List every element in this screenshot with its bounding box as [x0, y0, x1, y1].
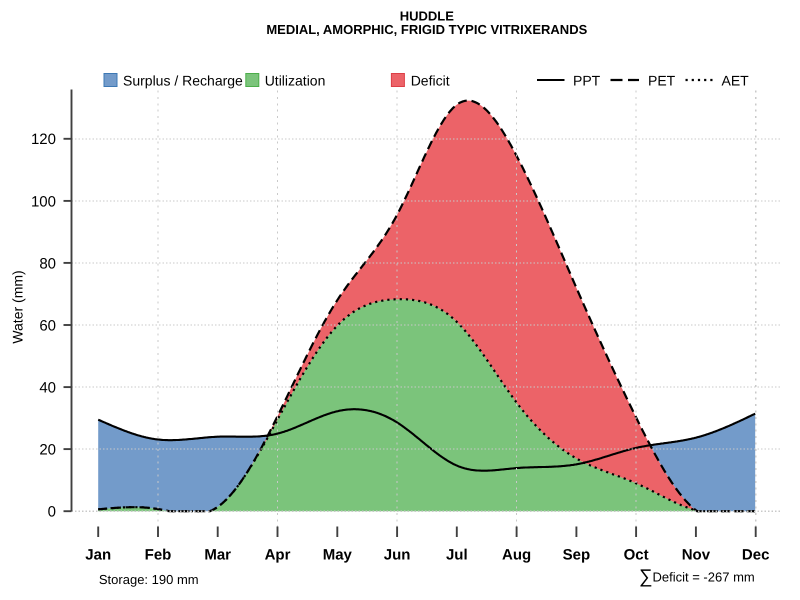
svg-text:Aug: Aug: [502, 547, 531, 564]
svg-text:MEDIAL, AMORPHIC, FRIGID TYPIC: MEDIAL, AMORPHIC, FRIGID TYPIC VITRIXERA…: [266, 22, 587, 37]
svg-text:Nov: Nov: [682, 547, 711, 564]
svg-text:120: 120: [31, 131, 56, 148]
svg-text:Sep: Sep: [563, 547, 591, 564]
svg-text:20: 20: [39, 442, 56, 459]
svg-text:Jun: Jun: [384, 547, 411, 564]
svg-text:Water (mm): Water (mm): [10, 270, 26, 343]
svg-text:PPT: PPT: [573, 72, 601, 88]
svg-text:60: 60: [39, 317, 56, 334]
svg-text:∑: ∑: [639, 567, 653, 588]
svg-text:Utilization: Utilization: [265, 72, 326, 88]
svg-text:Jul: Jul: [446, 547, 468, 564]
svg-text:Deficit: Deficit: [411, 72, 450, 88]
svg-text:May: May: [323, 547, 353, 564]
svg-text:0: 0: [48, 504, 56, 521]
svg-text:Surplus / Recharge: Surplus / Recharge: [123, 72, 243, 88]
svg-text:Feb: Feb: [145, 547, 172, 564]
svg-text:Jan: Jan: [85, 547, 111, 564]
svg-text:40: 40: [39, 380, 56, 397]
svg-text:100: 100: [31, 193, 56, 210]
svg-text:Deficit = -267 mm: Deficit = -267 mm: [653, 570, 755, 585]
svg-text:Storage: 190 mm: Storage: 190 mm: [99, 572, 199, 587]
svg-text:HUDDLE: HUDDLE: [400, 8, 454, 23]
svg-text:PET: PET: [648, 72, 676, 88]
svg-text:Apr: Apr: [265, 547, 291, 564]
svg-text:Dec: Dec: [742, 547, 770, 564]
svg-text:80: 80: [39, 255, 56, 272]
svg-text:Mar: Mar: [204, 547, 231, 564]
svg-text:Oct: Oct: [624, 547, 649, 564]
svg-text:AET: AET: [722, 72, 750, 88]
